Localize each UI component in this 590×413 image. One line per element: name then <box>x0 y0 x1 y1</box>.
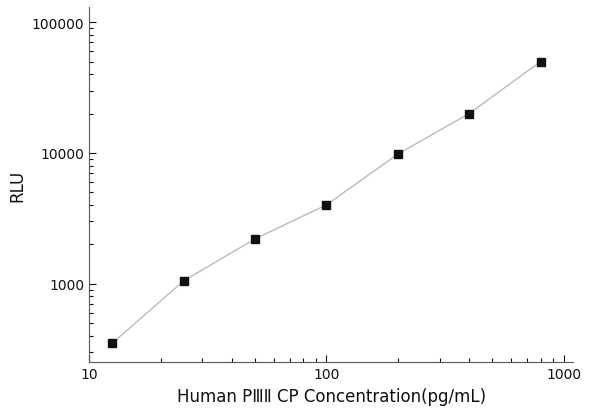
Y-axis label: RLU: RLU <box>8 169 27 202</box>
X-axis label: Human PⅢⅡ CP Concentration(pg/mL): Human PⅢⅡ CP Concentration(pg/mL) <box>177 387 486 405</box>
